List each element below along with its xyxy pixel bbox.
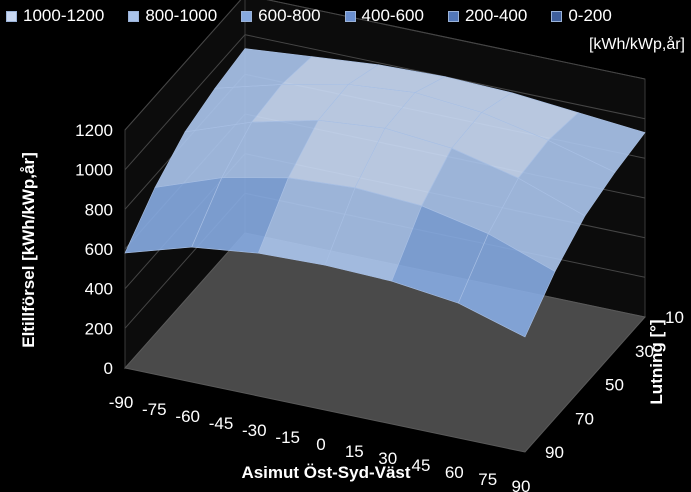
surface-mesh bbox=[124, 48, 646, 338]
x-axis-label: Asimut Öst-Syd-Väst bbox=[241, 463, 410, 482]
azimuth-tick-label: -75 bbox=[142, 400, 167, 419]
y-tick-label: 200 bbox=[85, 319, 113, 338]
legend-item: 800-1000 bbox=[128, 6, 217, 26]
azimuth-tick-label: -45 bbox=[209, 414, 234, 433]
z-axis-label: Lutning [°] bbox=[647, 319, 666, 404]
legend-swatch bbox=[447, 10, 459, 22]
y-axis-label: Eltillförsel [kWh/kWp,år] bbox=[19, 152, 38, 348]
tilt-tick-labels: 10 30 50 70 90 bbox=[545, 308, 684, 462]
azimuth-tick-label: 75 bbox=[478, 470, 497, 489]
azimuth-tick-label: 60 bbox=[445, 463, 464, 482]
legend: 1000-1200 800-1000 600-800 400-600 200-4… bbox=[6, 6, 612, 26]
floor bbox=[124, 232, 646, 453]
y-tick-label: 400 bbox=[85, 280, 113, 299]
legend-label: 200-400 bbox=[464, 6, 528, 25]
azimuth-tick-label: 30 bbox=[378, 449, 397, 468]
tilt-tick-label: 70 bbox=[575, 409, 594, 428]
legend-label: 800-1000 bbox=[145, 6, 218, 25]
legend-swatch bbox=[241, 10, 253, 22]
azimuth-tick-label: -15 bbox=[275, 428, 300, 447]
tilt-tick-label: 30 bbox=[635, 342, 654, 361]
legend-swatch bbox=[551, 10, 563, 22]
y-tick-label: 600 bbox=[85, 240, 113, 259]
legend-item: 1000-1200 bbox=[6, 6, 104, 26]
tilt-tick-label: 50 bbox=[605, 376, 624, 395]
y-tick-label: 1000 bbox=[75, 161, 113, 180]
tilt-tick-label: 90 bbox=[545, 443, 564, 462]
legend-item: 200-400 bbox=[447, 6, 528, 26]
azimuth-tick-label: 15 bbox=[345, 442, 364, 461]
legend-label: 1000-1200 bbox=[23, 6, 105, 25]
gridline bbox=[124, 34, 646, 171]
azimuth-tick-label: -60 bbox=[175, 407, 200, 426]
azimuth-tick-label: -90 bbox=[109, 393, 134, 412]
azimuth-tick-label: 0 bbox=[316, 435, 325, 454]
legend-swatch bbox=[128, 10, 140, 22]
azimuth-tick-label: 90 bbox=[512, 477, 531, 492]
legend-label: 400-600 bbox=[361, 6, 424, 25]
azimuth-tick-labels: -90 -75 -60 -45 -30 -15 0 15 30 45 60 75 90 bbox=[109, 393, 531, 492]
gridline bbox=[124, 0, 646, 131]
y-tick-label: 800 bbox=[85, 200, 113, 219]
y-tick-label: 1200 bbox=[75, 121, 113, 140]
y-tick-labels: 0 200 400 600 800 1000 1200 bbox=[75, 121, 113, 378]
legend-item: 600-800 bbox=[241, 6, 321, 26]
legend-unit-note: [kWh/kWp,år] bbox=[588, 36, 685, 53]
azimuth-tick-label: -30 bbox=[242, 421, 267, 440]
legend-swatch bbox=[344, 10, 356, 22]
legend-label: 0-200 bbox=[568, 6, 612, 25]
tilt-tick-label: 10 bbox=[665, 308, 684, 327]
azimuth-tick-label: 45 bbox=[412, 456, 431, 475]
y-tick-label: 0 bbox=[104, 359, 113, 378]
legend-item: 0-200 bbox=[551, 6, 612, 26]
surface-patch bbox=[457, 233, 556, 338]
legend-label: 600-800 bbox=[258, 6, 321, 25]
legend-item: 400-600 bbox=[344, 6, 424, 26]
legend-swatch bbox=[6, 10, 17, 22]
